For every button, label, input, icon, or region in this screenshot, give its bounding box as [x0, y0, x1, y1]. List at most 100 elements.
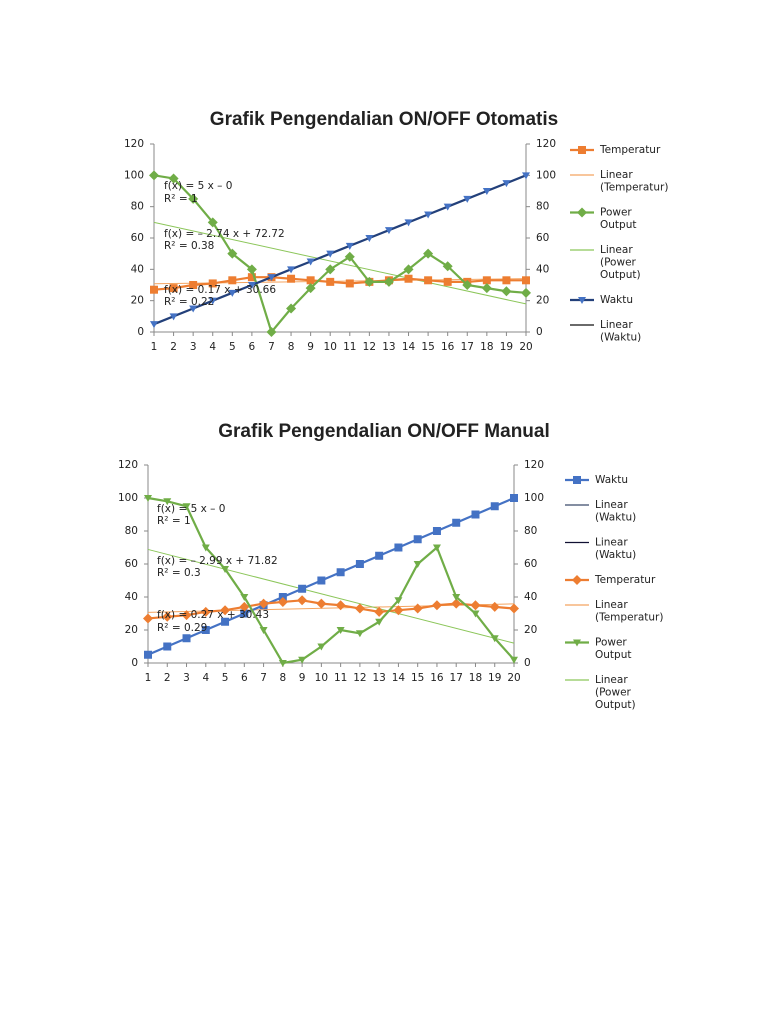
legend-label: Linear (Waktu) [595, 499, 636, 524]
legend-label-line: (Temperatur) [600, 182, 668, 194]
legend-marker [573, 476, 581, 484]
data-point [169, 313, 178, 321]
data-point [168, 173, 179, 184]
x-tick-label: 4 [202, 672, 209, 684]
series-line [147, 496, 515, 665]
legend-label-line: Power [600, 207, 635, 219]
data-point [239, 601, 250, 612]
data-point [149, 170, 159, 181]
y-tick-label: 60 [125, 558, 138, 570]
x-tick-label: 18 [469, 672, 482, 684]
data-point [208, 297, 217, 305]
data-point [201, 626, 210, 634]
data-point [298, 656, 307, 664]
data-point [413, 561, 422, 568]
data-point [287, 274, 296, 283]
data-point [201, 544, 210, 552]
data-point [462, 280, 473, 290]
y2-tick-label: 100 [536, 169, 556, 181]
x-tick-label: 20 [519, 341, 532, 353]
legend-label: Temperatur [599, 144, 661, 156]
legend-label-line: Output) [595, 699, 636, 711]
y2-tick-label: 0 [536, 326, 543, 338]
data-point [490, 635, 499, 643]
data-point [247, 273, 256, 282]
x-tick-label: 15 [411, 672, 424, 684]
annotation: f(x) = – 2.74 x + 72.72 [164, 228, 285, 240]
x-tick-label: 19 [500, 341, 513, 353]
chart-title: Grafik Pengendalian ON/OFF Manual [218, 421, 550, 442]
data-point [228, 276, 237, 285]
data-point [354, 603, 365, 614]
x-tick-label: 14 [402, 341, 416, 353]
data-point [344, 251, 355, 262]
data-point [443, 277, 452, 286]
y2-tick-label: 40 [524, 591, 537, 603]
data-point [163, 642, 172, 651]
legend-label: Linear (Waktu) [595, 537, 636, 562]
x-tick-label: 9 [299, 672, 306, 684]
x-tick-label: 17 [461, 341, 474, 353]
annotation: R² = 1 [164, 193, 198, 205]
data-point [521, 287, 531, 298]
legend-marker [573, 639, 581, 647]
data-point [336, 568, 345, 577]
series-line [153, 174, 527, 326]
data-point [501, 286, 512, 297]
x-tick-label: 20 [507, 672, 520, 684]
data-point [490, 502, 499, 511]
x-tick-label: 2 [170, 341, 177, 353]
data-point [246, 264, 257, 275]
data-point [431, 600, 442, 611]
data-point [316, 598, 327, 609]
x-tick-label: 14 [392, 672, 406, 684]
data-point [394, 543, 403, 552]
data-point [221, 617, 230, 626]
y-tick-label: 60 [131, 232, 144, 244]
data-point [189, 281, 198, 289]
x-tick-label: 6 [249, 341, 256, 353]
data-point [471, 610, 480, 618]
data-point [150, 321, 158, 329]
data-point [240, 609, 249, 618]
x-tick-label: 11 [343, 341, 356, 353]
data-point [403, 264, 414, 275]
data-point [278, 660, 287, 667]
data-point [221, 565, 230, 573]
y2-tick-label: 20 [524, 624, 537, 636]
data-point [305, 283, 316, 294]
data-point [317, 576, 326, 585]
data-point [443, 203, 452, 211]
data-point [470, 600, 481, 611]
annotation: f(x) = 0.27 x + 30.43 [157, 609, 269, 621]
legend-label-line: Linear [595, 599, 631, 611]
data-point [355, 560, 364, 568]
data-point [452, 594, 461, 601]
x-tick-label: 10 [324, 341, 337, 353]
data-point [169, 284, 178, 293]
data-point [394, 597, 403, 605]
y-tick-label: 80 [125, 525, 138, 537]
y2-tick-label: 80 [524, 525, 537, 537]
x-tick-label: 12 [353, 672, 366, 684]
series-line [153, 174, 527, 335]
legend-label: Power Output [600, 207, 636, 232]
annotation: R² = 0.3 [157, 567, 201, 579]
legend-label: Linear (Temperatur) [600, 169, 668, 194]
data-point [297, 595, 308, 606]
data-point [259, 627, 268, 634]
legend-label-line: Linear [595, 537, 631, 549]
data-point [220, 605, 231, 616]
data-point [336, 627, 345, 634]
legend-label-line: Linear [600, 244, 636, 256]
data-point [335, 600, 346, 611]
legend-label: Linear (Power Output) [600, 244, 641, 281]
data-point [306, 258, 315, 266]
data-point [355, 630, 364, 638]
data-point [182, 634, 191, 643]
data-point [326, 277, 335, 286]
x-tick-label: 1 [151, 341, 158, 353]
y-tick-label: 20 [131, 295, 144, 307]
data-point [286, 303, 297, 314]
annotation: f(x) = 0.17 x + 30.66 [164, 284, 276, 296]
